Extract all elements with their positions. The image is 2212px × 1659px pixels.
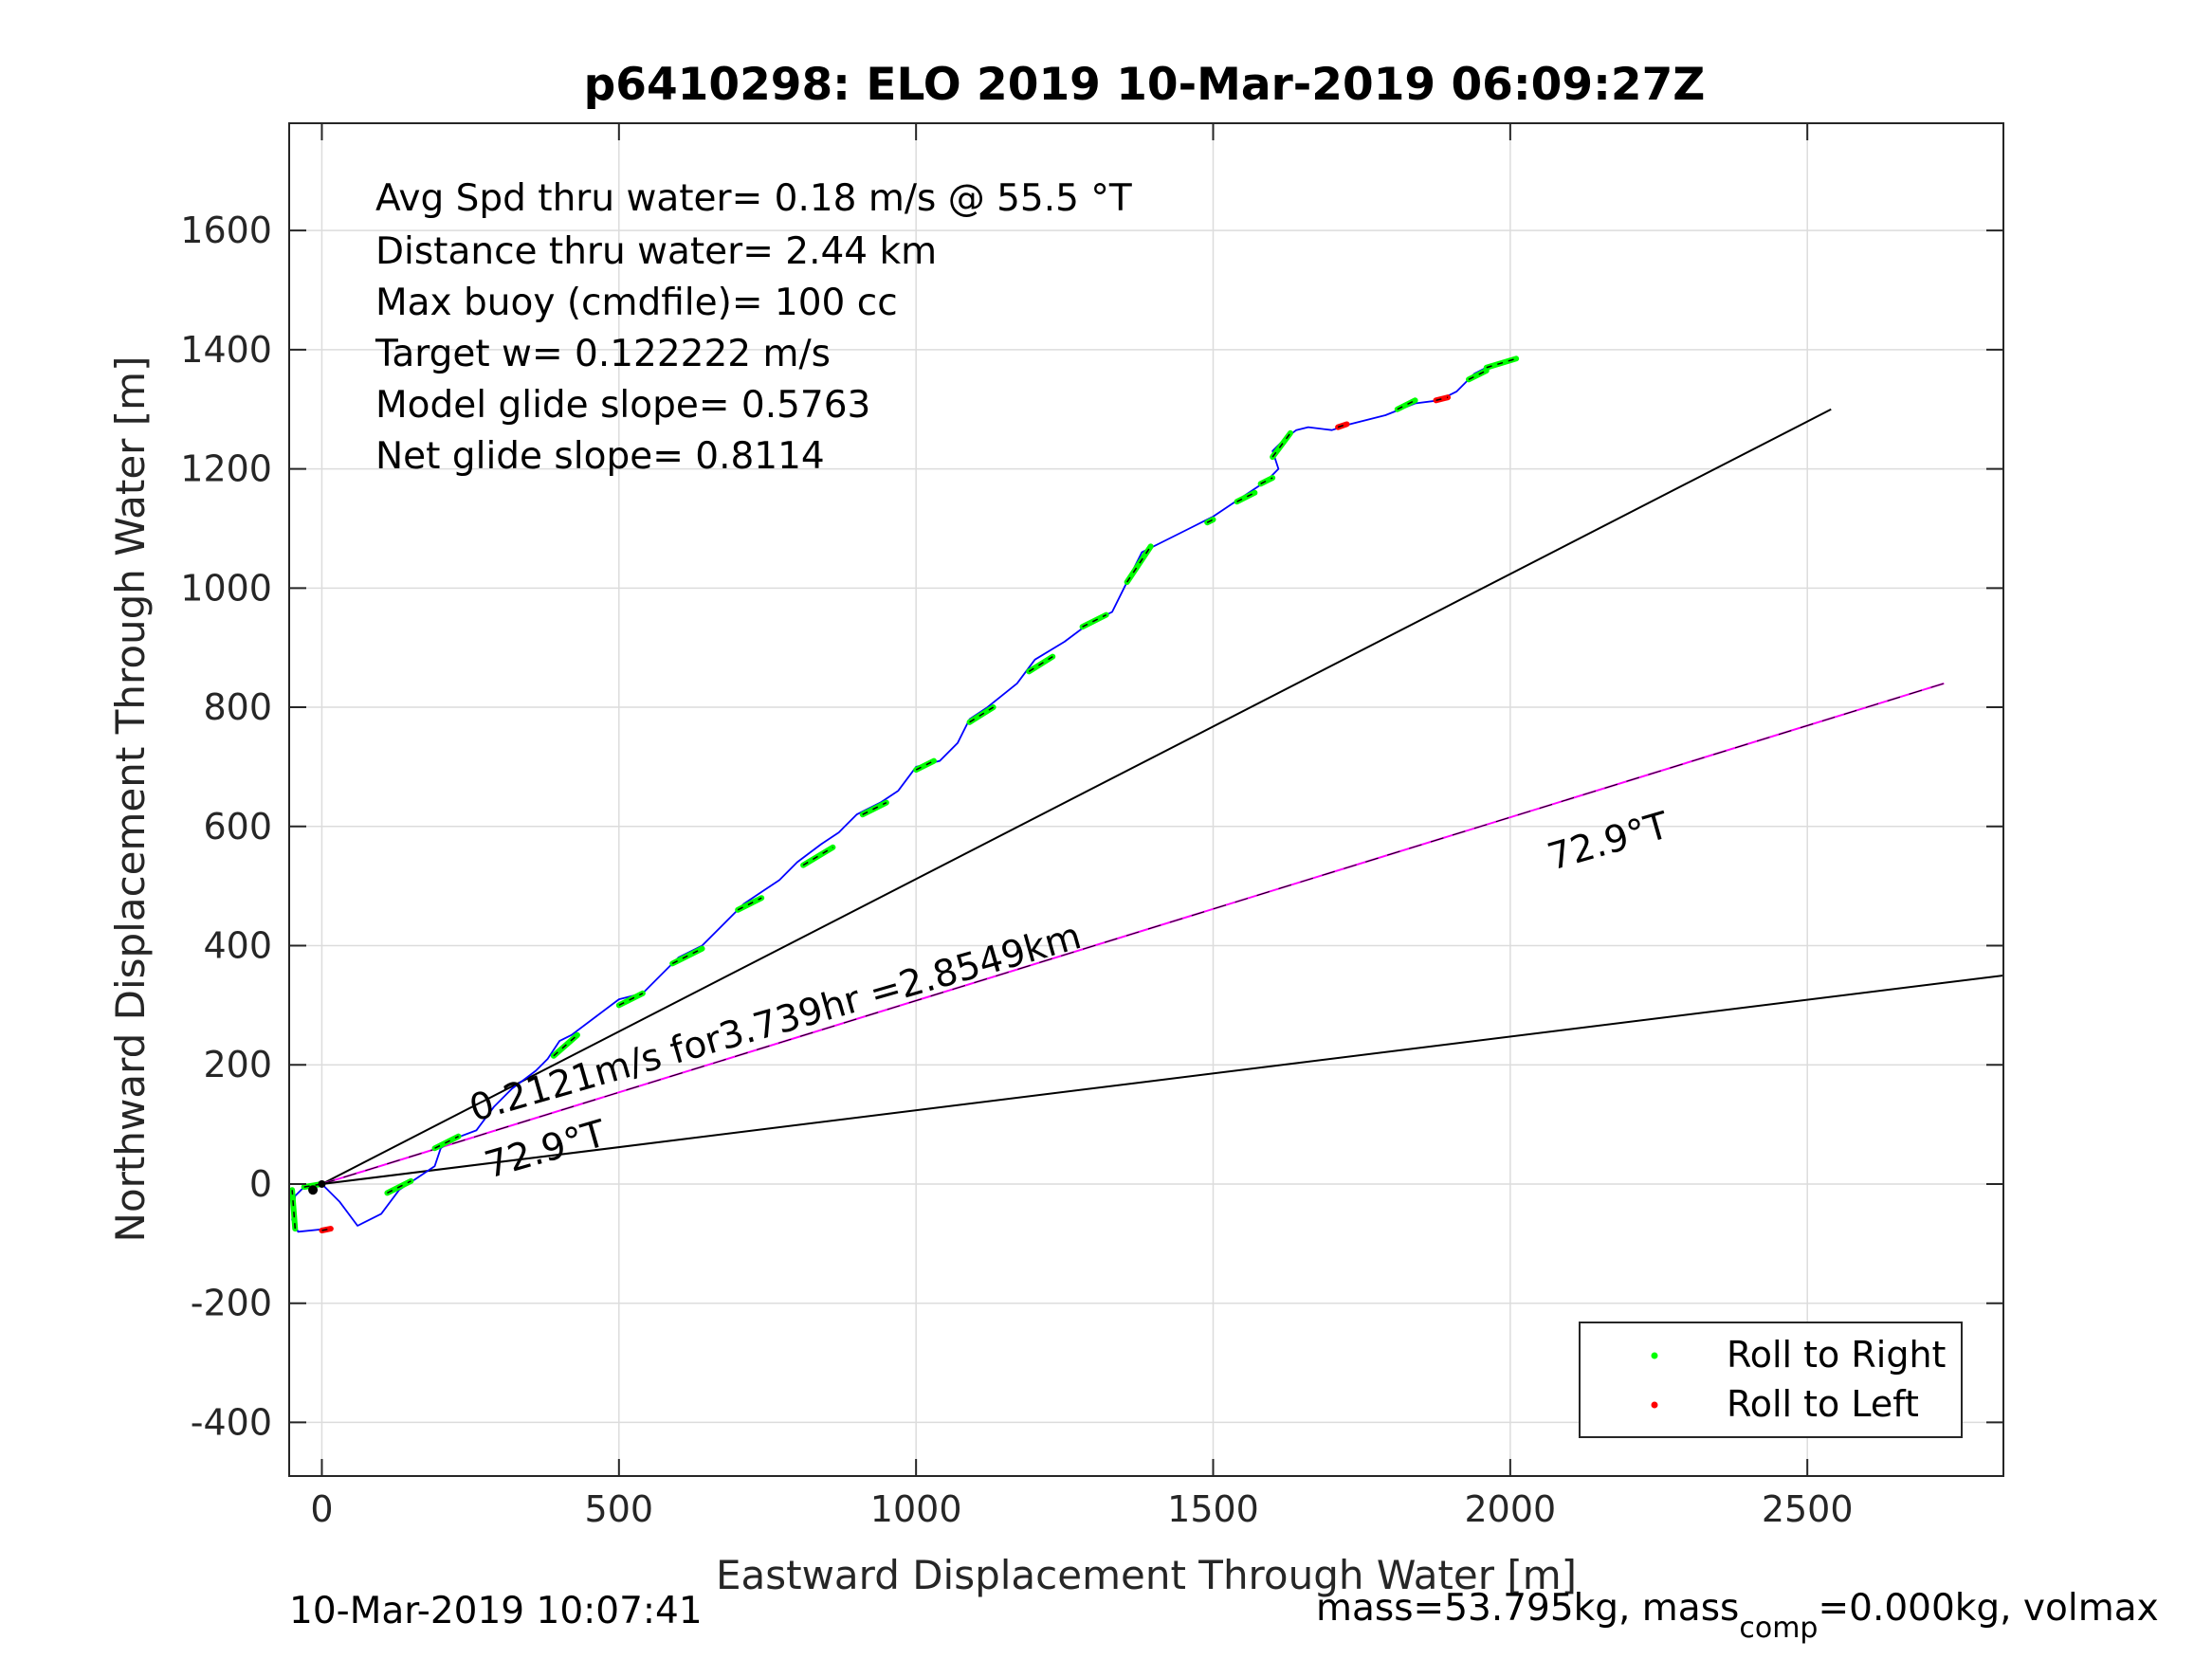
roll-left-mark-overlay [321, 1228, 332, 1231]
roll-right-mark-overlay [618, 993, 644, 1007]
roll-right-mark-overlay [387, 1180, 411, 1194]
axes-box [288, 122, 2004, 1477]
y-tick-label: 0 [249, 1163, 272, 1205]
y-tick-label: 200 [203, 1044, 272, 1085]
legend-marker-roll-right [1651, 1352, 1658, 1359]
roll-right-mark-overlay [1260, 477, 1273, 484]
info-avg-speed: Avg Spd thru water= 0.18 m/s @ 55.5 °T [375, 177, 1132, 220]
roll-right-mark-overlay [915, 759, 935, 771]
legend-label-roll-right: Roll to Right [1727, 1334, 1946, 1376]
x-tick-labels: 0 500 1000 1500 2000 2500 [310, 1488, 1853, 1530]
x-tick-label: 0 [310, 1488, 333, 1530]
reference-lines [321, 408, 2003, 1185]
y-axis-label: Northward Displacement Through Water [m] [107, 356, 154, 1243]
roll-right-mark-overlay [737, 897, 762, 911]
roll-right-mark-overlay [553, 1034, 578, 1057]
origin-marker [318, 1179, 326, 1188]
roll-right-mark-overlay [1082, 613, 1107, 628]
y-tick-label: 1000 [180, 567, 272, 609]
chart-title: p6410298: ELO 2019 10-Mar-2019 06:09:27Z [584, 59, 1706, 111]
roll-right-mark [800, 844, 836, 868]
roll-right-mark-overlay [862, 801, 887, 815]
y-tick-label: -200 [191, 1283, 272, 1324]
roll-right-mark-overlay [969, 706, 995, 723]
reference-line-overlay [321, 683, 1945, 1185]
start-marker [308, 1185, 319, 1195]
tick-marks [289, 123, 2003, 1476]
y-tick-label: 1400 [180, 329, 272, 371]
roll-right-mark-overlay [1486, 357, 1517, 369]
info-target-w: Target w= 0.122222 m/s [375, 333, 831, 375]
roll-marks [289, 356, 1520, 1234]
y-tick-label: 1600 [180, 210, 272, 251]
y-tick-label: 800 [203, 686, 272, 728]
plot-area [289, 123, 2003, 1476]
footer-mass: mass=53.795kg, masscomp=0.000kg, volmax [1316, 1587, 2159, 1645]
y-tick-label: 600 [203, 806, 272, 848]
roll-right-mark-overlay [1271, 432, 1291, 458]
x-tick-label: 500 [585, 1488, 654, 1530]
info-net-glide: Net glide slope= 0.8114 [375, 435, 825, 478]
roll-right-mark-overlay [1236, 492, 1255, 502]
legend-label-roll-left: Roll to Left [1727, 1383, 1919, 1425]
x-tick-label: 1000 [870, 1488, 962, 1530]
y-tick-label: 1200 [180, 448, 272, 490]
roll-right-mark-overlay [434, 1136, 459, 1149]
x-tick-label: 2500 [1762, 1488, 1854, 1530]
info-distance: Distance thru water= 2.44 km [375, 230, 937, 273]
x-axis-label: Eastward Displacement Through Water [m] [716, 1552, 1577, 1598]
y-tick-label: -400 [191, 1401, 272, 1443]
roll-right-mark-overlay [1397, 399, 1416, 410]
roll-right-mark-overlay [1028, 655, 1053, 672]
roll-right-mark-overlay [1468, 370, 1488, 380]
roll-left-mark-overlay [1337, 423, 1347, 428]
x-tick-label: 2000 [1464, 1488, 1556, 1530]
roll-left-mark-overlay [1435, 396, 1449, 402]
legend-box [1579, 1322, 1963, 1438]
footer-mass-prefix: mass=53.795kg, mass [1316, 1587, 1739, 1630]
footer-timestamp: 10-Mar-2019 10:07:41 [289, 1590, 703, 1632]
roll-right-mark [289, 1187, 299, 1232]
legend-marker-roll-left [1651, 1401, 1658, 1409]
reference-line-1 [321, 408, 1832, 1185]
y-tick-label: 400 [203, 925, 272, 967]
roll-right-mark-overlay [1206, 519, 1214, 523]
roll-right-mark-overlay [671, 947, 703, 965]
info-max-buoy: Max buoy (cmdfile)= 100 cc [375, 282, 898, 324]
reference-line-3 [321, 974, 2003, 1185]
footer-mass-suffix: =0.000kg, volmax [1818, 1587, 2158, 1630]
legend: Roll to Right Roll to Left [1579, 1322, 1963, 1438]
roll-right-mark-overlay [1126, 545, 1152, 583]
x-tick-label: 1500 [1167, 1488, 1259, 1530]
footer-mass-subscript: comp [1739, 1612, 1818, 1645]
y-tick-labels: -400 -200 0 200 400 600 800 1000 1200 1400 1600 [180, 210, 272, 1443]
info-model-glide: Model glide slope= 0.5763 [375, 384, 870, 427]
gridlines [289, 123, 2003, 1476]
